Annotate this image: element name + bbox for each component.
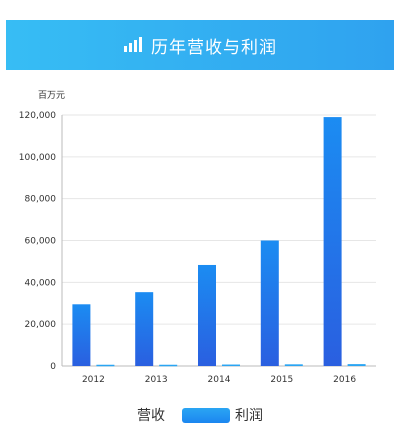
x-tick-label: 2013 bbox=[145, 375, 168, 385]
x-tick-label: 2015 bbox=[270, 375, 293, 385]
x-tick-label: 2014 bbox=[208, 375, 231, 385]
chart-header: 历年营收与利润 bbox=[6, 20, 394, 70]
legend-item-profit[interactable]: 利润 bbox=[177, 405, 263, 425]
y-axis-unit: 百万元 bbox=[38, 91, 66, 101]
bar-revenue-2012[interactable] bbox=[72, 304, 91, 366]
y-tick-label: 0 bbox=[50, 362, 56, 372]
bar-profit-2014[interactable] bbox=[222, 364, 240, 367]
chart-legend: 营收 利润 bbox=[0, 404, 400, 426]
bar-profit-2012[interactable] bbox=[96, 364, 115, 367]
bar-revenue-2013[interactable] bbox=[135, 292, 154, 366]
y-tick-label: 120,000 bbox=[19, 111, 56, 121]
y-tick-label: 100,000 bbox=[19, 153, 56, 163]
bar-chart-icon bbox=[123, 37, 143, 53]
chart-title: 历年营收与利润 bbox=[151, 37, 277, 58]
y-tick-label: 40,000 bbox=[25, 278, 57, 288]
bar-profit-2016[interactable] bbox=[347, 364, 366, 366]
bar-chart: 020,00040,00060,00080,000100,000120,000 … bbox=[19, 111, 376, 385]
bar-revenue-2016[interactable] bbox=[323, 117, 342, 366]
legend-label-profit: 利润 bbox=[235, 408, 263, 424]
x-tick-label: 2016 bbox=[333, 375, 356, 385]
x-tick-label: 2012 bbox=[82, 375, 105, 385]
legend-label-revenue: 营收 bbox=[137, 408, 165, 424]
legend-swatch-profit bbox=[182, 407, 230, 423]
y-tick-label: 60,000 bbox=[25, 237, 57, 247]
bar-revenue-2014[interactable] bbox=[198, 264, 216, 366]
y-tick-label: 80,000 bbox=[25, 195, 57, 205]
legend-item-revenue[interactable]: 营收 bbox=[137, 405, 165, 425]
y-tick-label: 20,000 bbox=[25, 320, 57, 330]
bar-revenue-2015[interactable] bbox=[260, 240, 279, 367]
bar-profit-2013[interactable] bbox=[159, 364, 178, 367]
bar-profit-2015[interactable] bbox=[284, 364, 303, 366]
